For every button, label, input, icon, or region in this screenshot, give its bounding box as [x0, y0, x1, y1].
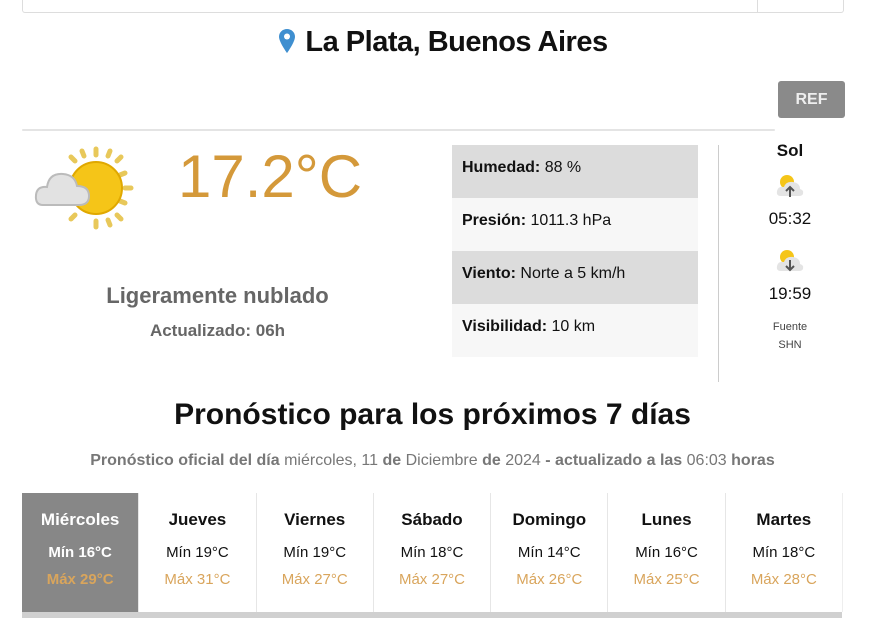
forecast-days: Miércoles Mín 16°C Máx 29°C Jueves Mín 19°C…	[22, 493, 843, 612]
current-temperature: 17.2°C	[178, 143, 363, 210]
day-min: Mín 19°C	[166, 544, 229, 561]
forecast-day[interactable]: Miércoles Mín 16°C Máx 29°C	[22, 493, 139, 612]
updated-text: Actualizado: 06h	[149, 321, 286, 340]
stats-table: Humedad: 88 % Presión: 1011.3 hPa Viento…	[452, 145, 698, 357]
sub-text: - actualizado a las	[545, 452, 683, 469]
day-name: Miércoles	[40, 510, 120, 529]
forecast-bottom-bar	[22, 612, 842, 618]
location-title: La Plata, Buenos Aires	[0, 26, 887, 59]
sub-text: de	[382, 452, 402, 469]
sunrise-icon	[776, 175, 804, 197]
day-name: Lunes	[641, 510, 692, 529]
day-min: Mín 14°C	[517, 544, 581, 561]
stat-value: 88 %	[544, 159, 582, 176]
sub-text: de	[482, 452, 501, 469]
forecast-day[interactable]: Domingo Mín 14°C Máx 26°C	[490, 493, 607, 612]
sunset-time: 19:59	[768, 284, 812, 303]
sub-time: 06:03	[686, 452, 727, 469]
day-min: Mín 16°C	[635, 544, 698, 561]
sun-title: Sol	[776, 141, 804, 160]
day-name: Viernes	[284, 510, 346, 529]
stat-label: Presión:	[462, 212, 527, 229]
stat-humidity: Humedad: 88 %	[452, 145, 698, 198]
forecast-day[interactable]: Martes Mín 18°C Máx 28°C	[724, 493, 842, 612]
sub-month: Diciembre	[405, 452, 478, 469]
stat-value: 1011.3 hPa	[530, 212, 612, 229]
day-name: Domingo	[512, 510, 587, 529]
forecast-day[interactable]: Jueves Mín 19°C Máx 31°C	[138, 493, 255, 612]
sub-date: miércoles, 11	[284, 452, 379, 469]
stat-label: Visibilidad:	[462, 318, 548, 335]
sub-year: 2024	[505, 452, 541, 469]
card-divider	[22, 129, 775, 131]
stat-label: Humedad:	[462, 159, 541, 176]
day-name: Martes	[756, 510, 812, 529]
source-label: Fuente	[772, 321, 808, 333]
stat-value: 10 km	[551, 318, 596, 335]
day-max: Máx 29°C	[46, 571, 114, 588]
forecast-subtitle: Pronóstico oficial del día miércoles, 11…	[0, 452, 865, 470]
day-min: Mín 18°C	[752, 544, 816, 561]
refresh-button[interactable]: REF	[778, 81, 845, 118]
search-divider	[757, 0, 758, 12]
sub-text: horas	[731, 452, 775, 469]
day-min: Mín 19°C	[283, 544, 347, 561]
sunrise-time: 05:32	[768, 209, 812, 228]
search-box[interactable]	[22, 0, 844, 13]
day-max: Máx 27°C	[281, 571, 348, 588]
day-max: Máx 28°C	[750, 571, 817, 588]
sunset-icon	[776, 250, 804, 272]
stat-visibility: Visibilidad: 10 km	[452, 304, 698, 357]
day-name: Jueves	[168, 510, 227, 529]
condition-text: Ligeramente nublado	[106, 283, 329, 308]
sub-text: Pronóstico oficial del día	[90, 452, 280, 469]
partly-cloudy-icon	[34, 146, 134, 230]
stat-wind: Viento: Norte a 5 km/h	[452, 251, 698, 304]
stat-label: Viento:	[462, 265, 516, 282]
forecast-day[interactable]: Lunes Mín 16°C Máx 25°C	[607, 493, 724, 612]
day-name: Sábado	[401, 510, 463, 529]
location-name: La Plata, Buenos Aires	[305, 26, 608, 58]
day-min: Mín 16°C	[48, 544, 112, 561]
forecast-day[interactable]: Sábado Mín 18°C Máx 27°C	[372, 493, 490, 612]
column-divider	[718, 145, 719, 382]
day-max: Máx 31°C	[164, 571, 231, 588]
map-pin-icon	[279, 29, 296, 53]
day-max: Máx 27°C	[398, 571, 465, 588]
day-min: Mín 18°C	[400, 544, 464, 561]
stat-pressure: Presión: 1011.3 hPa	[452, 198, 698, 251]
forecast-heading: Pronóstico para los próximos 7 días	[174, 398, 691, 431]
day-max: Máx 26°C	[516, 571, 583, 588]
stat-value: Norte a 5 km/h	[520, 265, 626, 282]
forecast-day[interactable]: Viernes Mín 19°C Máx 27°C	[255, 493, 373, 612]
source-name: SHN	[778, 339, 802, 351]
day-max: Máx 25°C	[633, 571, 700, 588]
